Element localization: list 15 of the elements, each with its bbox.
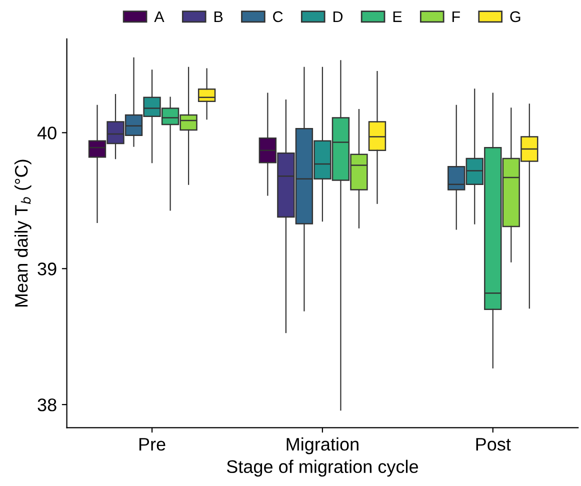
x-axis-title: Stage of migration cycle <box>226 460 418 477</box>
y-tick-label: 39 <box>38 262 56 276</box>
y-tick-label: 38 <box>38 398 56 412</box>
y-axis-title: Mean daily T$_{b}$ (°C) <box>14 160 32 307</box>
legend-label: E <box>393 11 402 22</box>
x-tick-label: Post <box>476 438 511 451</box>
legend-label: A <box>154 11 164 22</box>
y-tick-label: 40 <box>37 126 56 140</box>
legend-label: C <box>273 11 283 22</box>
legend-label: G <box>510 11 520 22</box>
legend-label: B <box>214 11 223 22</box>
legend-label: F <box>452 11 460 22</box>
x-tick-label: Migration <box>286 437 358 454</box>
x-tick-label: Pre <box>139 438 166 451</box>
legend-label: D <box>333 11 343 22</box>
